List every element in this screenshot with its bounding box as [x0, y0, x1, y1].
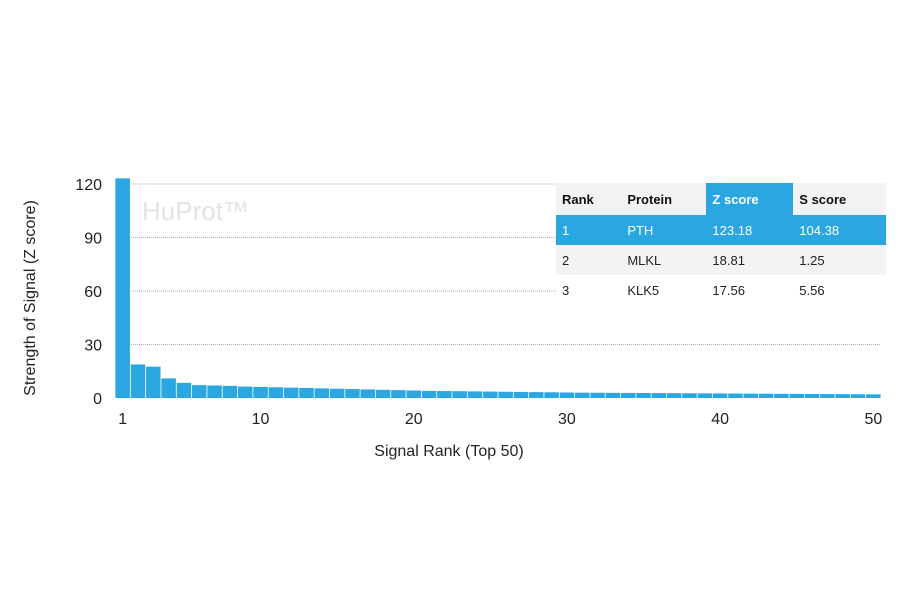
- bar: [421, 390, 437, 398]
- bar: [283, 387, 299, 398]
- bar: [192, 385, 207, 398]
- bar: [743, 393, 759, 398]
- bar: [253, 386, 268, 398]
- table-row: 2 MLKL 18.81 1.25: [556, 245, 886, 275]
- bar: [360, 389, 376, 398]
- bar: [697, 393, 713, 398]
- bar: [605, 392, 621, 398]
- header-z-score: Z score: [706, 183, 794, 215]
- cell-z-score: 18.81: [706, 245, 794, 275]
- bar: [498, 391, 513, 398]
- bar: [146, 366, 161, 398]
- bar: [666, 393, 682, 398]
- x-tick-label: 40: [711, 411, 729, 428]
- bar: [575, 392, 590, 398]
- bar: [590, 392, 605, 398]
- y-axis-title: Strength of Signal (Z score): [22, 200, 39, 396]
- bar: [820, 394, 835, 398]
- x-tick-label: 1: [118, 411, 127, 428]
- x-tick-label: 50: [864, 411, 882, 428]
- bar: [850, 394, 866, 398]
- cell-rank: 3: [556, 275, 622, 305]
- bar: [452, 391, 467, 398]
- bar: [758, 393, 774, 398]
- bar: [513, 391, 529, 398]
- x-axis-title: Signal Rank (Top 50): [374, 443, 523, 460]
- table-row: 1 PTH 123.18 104.38: [556, 215, 886, 245]
- x-tick-label: 10: [252, 411, 270, 428]
- bar: [222, 385, 238, 398]
- bar: [406, 390, 421, 398]
- bar: [115, 178, 130, 398]
- y-axis-ticks: 0 30 60 90 120: [75, 177, 102, 408]
- bar: [866, 394, 881, 398]
- bar: [329, 388, 345, 398]
- y-tick-label: 120: [75, 177, 102, 194]
- bar: [345, 389, 360, 398]
- bar: [176, 382, 192, 398]
- bar: [391, 390, 406, 398]
- bar: [483, 391, 498, 398]
- x-tick-label: 30: [558, 411, 576, 428]
- table-header-row: Rank Protein Z score S score: [556, 183, 886, 215]
- bar: [544, 392, 559, 398]
- cell-rank: 2: [556, 245, 622, 275]
- cell-z-score: 123.18: [706, 215, 794, 245]
- bar: [728, 393, 743, 398]
- bar: [375, 389, 391, 398]
- bar: [636, 393, 651, 398]
- y-tick-label: 60: [84, 284, 102, 301]
- bar: [835, 394, 850, 398]
- y-tick-label: 0: [93, 391, 102, 408]
- cell-protein: MLKL: [621, 245, 707, 275]
- bar: [161, 378, 176, 398]
- bar: [130, 364, 146, 398]
- cell-rank: 1: [556, 215, 622, 245]
- bar: [682, 393, 697, 398]
- bar: [467, 391, 483, 398]
- cell-s-score: 5.56: [793, 275, 886, 305]
- bar: [268, 387, 284, 398]
- bar: [559, 392, 575, 398]
- bar: [314, 388, 330, 398]
- cell-z-score: 17.56: [706, 275, 794, 305]
- bar: [712, 393, 728, 398]
- header-protein: Protein: [621, 183, 707, 215]
- bar: [299, 388, 314, 398]
- bar: [437, 391, 452, 398]
- bar: [789, 393, 804, 398]
- score-table: Rank Protein Z score S score 1 PTH 123.1…: [556, 183, 886, 305]
- bar: [651, 393, 667, 398]
- x-axis-ticks: 1 10 20 30 40 50: [118, 411, 882, 428]
- cell-s-score: 104.38: [793, 215, 886, 245]
- watermark: HuProt™: [142, 196, 249, 226]
- bar: [774, 393, 789, 398]
- cell-protein: PTH: [621, 215, 707, 245]
- cell-protein: KLK5: [621, 275, 707, 305]
- bar: [804, 393, 820, 398]
- cell-s-score: 1.25: [793, 245, 886, 275]
- x-tick-label: 20: [405, 411, 423, 428]
- table-row: 3 KLK5 17.56 5.56: [556, 275, 886, 305]
- bars: [115, 178, 881, 398]
- y-tick-label: 30: [84, 338, 102, 355]
- header-s-score: S score: [793, 183, 886, 215]
- y-tick-label: 90: [84, 231, 102, 248]
- bar: [620, 392, 636, 398]
- bar: [529, 392, 544, 398]
- header-rank: Rank: [556, 183, 622, 215]
- bar: [207, 385, 222, 398]
- bar: [237, 386, 253, 398]
